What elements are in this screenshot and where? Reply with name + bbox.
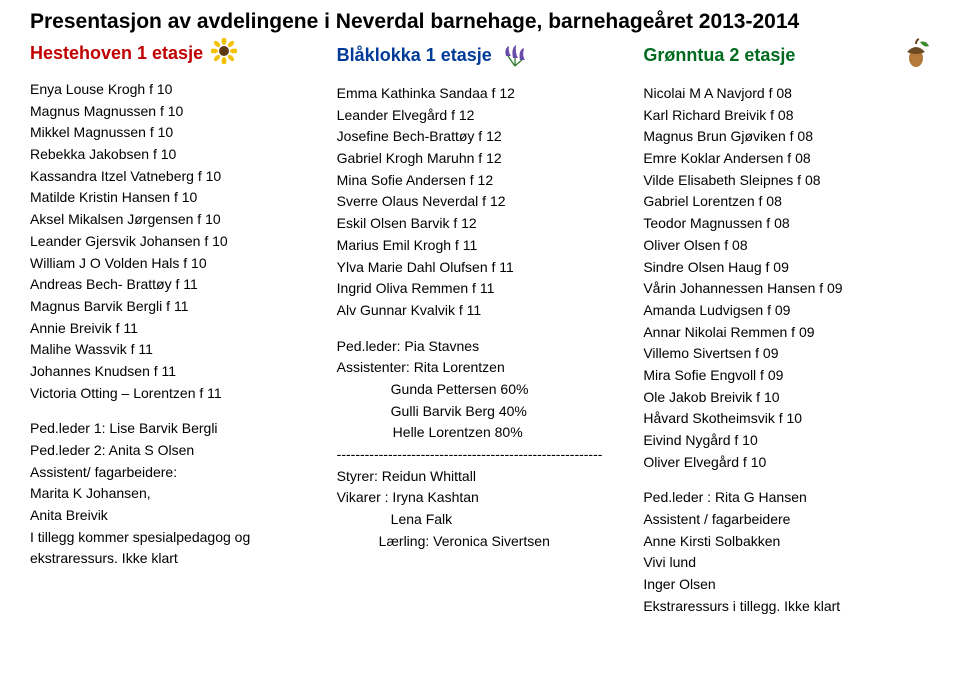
list-item: Aksel Mikalsen Jørgensen f 10 [30, 209, 317, 231]
column-hestehoven: Hestehoven 1 etasje [30, 38, 317, 618]
list-item: Oliver Elvegård f 10 [643, 452, 930, 474]
children-list-hestehoven: Enya Louse Krogh f 10 Magnus Magnussen f… [30, 79, 317, 570]
staff-item: Ped.leder : Rita G Hansen [643, 487, 930, 509]
list-item: Alv Gunnar Kvalvik f 11 [337, 300, 624, 322]
staff-item: Ped.leder: Pia Stavnes [337, 336, 624, 358]
children-list-gronntua: Nicolai M A Navjord f 08 Karl Richard Br… [643, 83, 930, 618]
list-item: Malihe Wassvik f 11 [30, 339, 317, 361]
acorn-icon [902, 38, 930, 73]
list-item: Josefine Bech-Brattøy f 12 [337, 126, 624, 148]
columns-container: Hestehoven 1 etasje [30, 38, 930, 618]
list-item: Eskil Olsen Barvik f 12 [337, 213, 624, 235]
list-item: Vårin Johannessen Hansen f 09 [643, 278, 930, 300]
children-list-blaklokka: Emma Kathinka Sandaa f 12 Leander Elvegå… [337, 83, 624, 552]
list-item: Ylva Marie Dahl Olufsen f 11 [337, 257, 624, 279]
list-item: Magnus Magnussen f 10 [30, 101, 317, 123]
column-blaklokka: Blåklokka 1 etasje [337, 38, 624, 618]
list-item: Gabriel Lorentzen f 08 [643, 191, 930, 213]
staff-item: Marita K Johansen, [30, 483, 317, 505]
list-item: Teodor Magnussen f 08 [643, 213, 930, 235]
list-item: Håvard Skotheimsvik f 10 [643, 408, 930, 430]
list-item: Andreas Bech- Brattøy f 11 [30, 274, 317, 296]
list-item: Karl Richard Breivik f 08 [643, 105, 930, 127]
list-item: Victoria Otting – Lorentzen f 11 [30, 383, 317, 405]
column-header-gronntua: Grønntua 2 etasje [643, 38, 930, 73]
staff-item: Ped.leder 1: Lise Barvik Bergli [30, 418, 317, 440]
list-item: Kassandra Itzel Vatneberg f 10 [30, 166, 317, 188]
column-header-label: Grønntua 2 etasje [643, 45, 795, 66]
list-item: Vilde Elisabeth Sleipnes f 08 [643, 170, 930, 192]
column-header-label: Blåklokka 1 etasje [337, 45, 492, 66]
staff-item: Helle Lorentzen 80% [337, 422, 624, 444]
list-item: Sindre Olsen Haug f 09 [643, 257, 930, 279]
list-item: Eivind Nygård f 10 [643, 430, 930, 452]
staff-item: Ped.leder 2: Anita S Olsen [30, 440, 317, 462]
list-item: Magnus Brun Gjøviken f 08 [643, 126, 930, 148]
staff-item: Lærling: Veronica Sivertsen [337, 531, 624, 553]
staff-item: Styrer: Reidun Whittall [337, 466, 624, 488]
staff-item: Ekstraressurs i tillegg. Ikke klart [643, 596, 930, 618]
staff-item: Gulli Barvik Berg 40% [337, 401, 624, 423]
staff-item: Anita Breivik [30, 505, 317, 527]
list-item: Gabriel Krogh Maruhn f 12 [337, 148, 624, 170]
list-item: Mira Sofie Engvoll f 09 [643, 365, 930, 387]
staff-item: Vivi lund [643, 552, 930, 574]
divider: ----------------------------------------… [337, 444, 624, 466]
list-item: Annie Breivik f 11 [30, 318, 317, 340]
bellflower-icon [500, 38, 530, 73]
list-item: Nicolai M A Navjord f 08 [643, 83, 930, 105]
list-item: Mina Sofie Andersen f 12 [337, 170, 624, 192]
list-item: Annar Nikolai Remmen f 09 [643, 322, 930, 344]
list-item: Villemo Sivertsen f 09 [643, 343, 930, 365]
list-item: Leander Gjersvik Johansen f 10 [30, 231, 317, 253]
list-item: Oliver Olsen f 08 [643, 235, 930, 257]
column-header-blaklokka: Blåklokka 1 etasje [337, 38, 624, 73]
list-item: Emre Koklar Andersen f 08 [643, 148, 930, 170]
page-title: Presentasjon av avdelingene i Neverdal b… [30, 10, 930, 34]
list-item: Leander Elvegård f 12 [337, 105, 624, 127]
list-item: Magnus Barvik Bergli f 11 [30, 296, 317, 318]
list-item: Enya Louse Krogh f 10 [30, 79, 317, 101]
staff-item: Assistent/ fagarbeidere: [30, 462, 317, 484]
column-header-label: Hestehoven 1 etasje [30, 43, 203, 64]
sunflower-icon [211, 38, 237, 69]
staff-item: Inger Olsen [643, 574, 930, 596]
staff-item: Assistent / fagarbeidere [643, 509, 930, 531]
list-item: Amanda Ludvigsen f 09 [643, 300, 930, 322]
staff-item: Lena Falk [337, 509, 624, 531]
staff-item: Vikarer : Iryna Kashtan [337, 487, 624, 509]
staff-item: Anne Kirsti Solbakken [643, 531, 930, 553]
staff-item: Assistenter: Rita Lorentzen [337, 357, 624, 379]
staff-item: Gunda Pettersen 60% [337, 379, 624, 401]
column-header-hestehoven: Hestehoven 1 etasje [30, 38, 317, 69]
list-item: William J O Volden Hals f 10 [30, 253, 317, 275]
column-gronntua: Grønntua 2 etasje Nicolai M A Navjord f … [643, 38, 930, 618]
staff-item: I tillegg kommer spesialpedagog og ekstr… [30, 527, 317, 570]
list-item: Matilde Kristin Hansen f 10 [30, 187, 317, 209]
list-item: Sverre Olaus Neverdal f 12 [337, 191, 624, 213]
list-item: Ole Jakob Breivik f 10 [643, 387, 930, 409]
list-item: Marius Emil Krogh f 11 [337, 235, 624, 257]
list-item: Emma Kathinka Sandaa f 12 [337, 83, 624, 105]
list-item: Johannes Knudsen f 11 [30, 361, 317, 383]
list-item: Ingrid Oliva Remmen f 11 [337, 278, 624, 300]
list-item: Mikkel Magnussen f 10 [30, 122, 317, 144]
list-item: Rebekka Jakobsen f 10 [30, 144, 317, 166]
